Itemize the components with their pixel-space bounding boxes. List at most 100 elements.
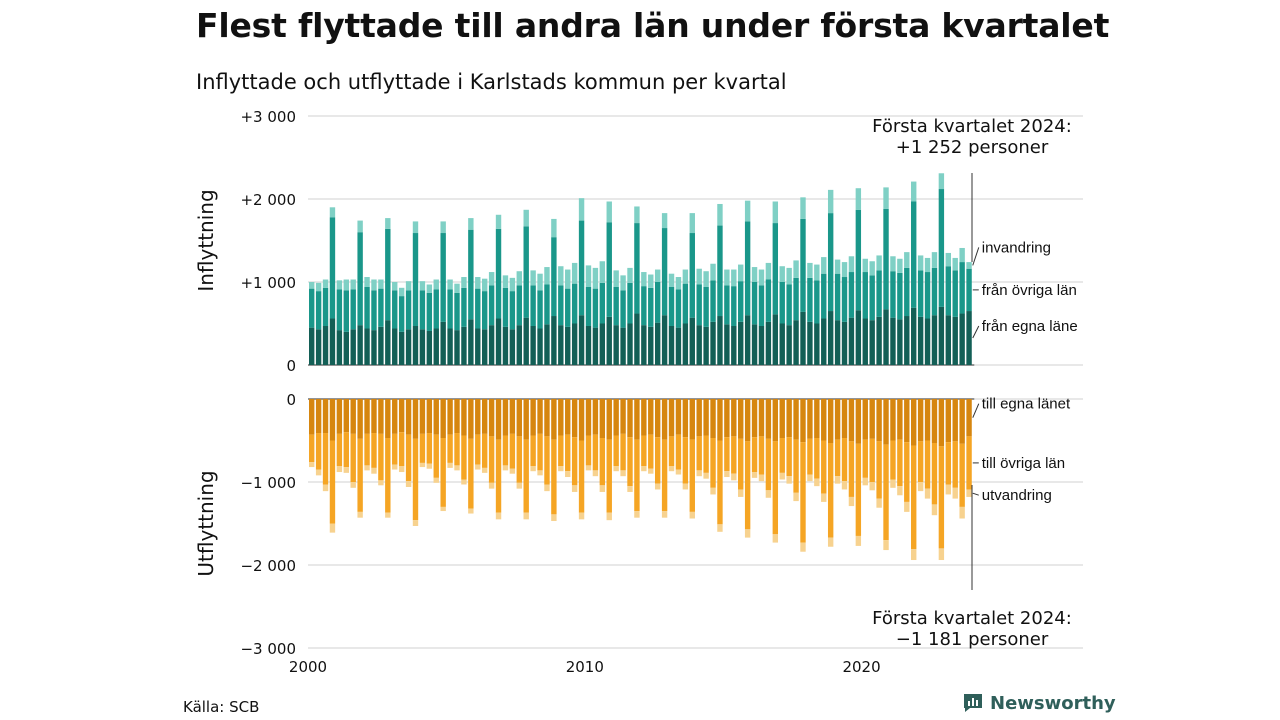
bar-utflyttning-out_own <box>620 399 626 434</box>
bar-inflyttning-in_other <box>897 272 903 320</box>
bar-inflyttning-in_abroad <box>357 220 363 233</box>
bar-inflyttning-in_abroad <box>378 279 384 289</box>
bar-inflyttning-in_own <box>751 324 758 365</box>
bar-inflyttning-in_own <box>710 321 716 365</box>
bar-inflyttning-in_own <box>689 317 695 365</box>
bar-inflyttning-in_abroad <box>862 258 868 273</box>
bar-inflyttning-in_own <box>426 330 433 365</box>
bar-inflyttning-in_own <box>738 321 744 365</box>
bar-inflyttning-in_other <box>731 286 737 326</box>
bar-utflyttning-out_other <box>558 435 564 467</box>
bar-inflyttning-in_abroad <box>682 269 689 284</box>
bar-utflyttning-out_abroad <box>952 487 958 499</box>
bar-inflyttning-in_abroad <box>634 206 640 224</box>
legend-leader-out_own <box>972 403 980 418</box>
bar-utflyttning-out_abroad <box>793 492 799 502</box>
bar-inflyttning-in_abroad <box>710 263 716 281</box>
bar-utflyttning-out_own <box>661 399 668 440</box>
bar-utflyttning-out_own <box>931 399 938 443</box>
bar-utflyttning-out_other <box>357 438 363 512</box>
bar-utflyttning-out_other <box>606 439 612 513</box>
bar-utflyttning-out_own <box>551 399 557 440</box>
bar-inflyttning-in_abroad <box>931 252 938 268</box>
bar-utflyttning-out_abroad <box>627 486 633 492</box>
bar-utflyttning-out_own <box>433 399 439 435</box>
bar-inflyttning-in_own <box>966 311 972 365</box>
bar-utflyttning-out_other <box>751 437 758 473</box>
bar-inflyttning-in_other <box>959 262 965 314</box>
bar-utflyttning-out_other <box>924 440 931 489</box>
bar-utflyttning-out_other <box>793 439 799 493</box>
bar-inflyttning-in_abroad <box>807 262 813 278</box>
bar-utflyttning-out_own <box>917 399 924 442</box>
bar-utflyttning-out_own <box>862 399 868 440</box>
bar-inflyttning-in_other <box>917 270 924 317</box>
bar-inflyttning-in_abroad <box>772 201 779 224</box>
bar-inflyttning-in_abroad <box>481 278 488 292</box>
bar-inflyttning-in_abroad <box>350 279 356 290</box>
bar-utflyttning-out_other <box>592 434 599 471</box>
bar-inflyttning-in_abroad <box>876 255 882 271</box>
bar-utflyttning-out_own <box>606 399 612 440</box>
bar-utflyttning-out_other <box>488 436 495 483</box>
chart-area: 0 +1 000 +2 000 +3 000 Inflyttning 0 −1 000 −2 … <box>194 108 1083 676</box>
bar-inflyttning-in_abroad <box>495 214 502 229</box>
bar-inflyttning-in_own <box>620 327 626 365</box>
bar-utflyttning-out_other <box>772 441 779 535</box>
legend-label-out_other: till övriga län <box>982 455 1065 472</box>
bar-utflyttning-out_own <box>447 399 453 435</box>
y-tick-label-utflyttning: 0 <box>286 391 296 409</box>
bar-inflyttning-in_own <box>724 324 730 365</box>
bar-inflyttning-in_own <box>558 325 564 365</box>
bar-inflyttning-in_abroad <box>834 259 841 274</box>
bar-inflyttning-in_own <box>876 316 882 365</box>
bar-utflyttning-out_abroad <box>454 465 460 471</box>
y-tick-label-inflyttning: +3 000 <box>240 108 296 126</box>
bar-utflyttning-out_abroad <box>620 470 626 477</box>
bar-inflyttning-in_own <box>883 309 889 365</box>
bar-utflyttning-out_own <box>592 399 599 435</box>
bar-inflyttning-in_abroad <box>911 181 917 202</box>
bar-inflyttning-in_other <box>641 286 647 326</box>
bar-inflyttning-in_abroad <box>821 257 827 274</box>
bar-utflyttning-out_other <box>654 437 661 484</box>
bar-inflyttning-in_own <box>371 330 377 365</box>
bar-inflyttning-in_other <box>378 288 384 327</box>
bar-utflyttning-out_other <box>765 438 772 491</box>
bar-utflyttning-out_own <box>565 399 571 435</box>
bar-inflyttning-in_other <box>814 280 820 324</box>
bar-inflyttning-in_other <box>758 285 765 326</box>
bar-utflyttning-out_own <box>309 399 315 435</box>
bar-inflyttning-in_own <box>641 325 647 365</box>
bar-utflyttning-out_own <box>537 399 543 434</box>
bar-inflyttning-in_own <box>959 313 965 365</box>
bar-utflyttning-out_own <box>641 399 647 436</box>
bar-utflyttning-out_abroad <box>848 496 855 507</box>
bar-inflyttning-in_abroad <box>620 275 626 291</box>
brand-logo[interactable]: Newsworthy <box>962 692 1116 714</box>
bar-inflyttning-in_own <box>350 329 356 365</box>
bar-utflyttning-out_own <box>488 399 495 437</box>
bar-utflyttning-out_own <box>654 399 661 438</box>
bar-utflyttning-out_abroad <box>751 472 758 478</box>
bar-inflyttning-in_other <box>620 290 626 328</box>
bar-inflyttning-in_other <box>724 285 730 325</box>
bar-utflyttning-out_abroad <box>661 511 668 518</box>
bar-utflyttning-out_other <box>419 433 426 463</box>
bar-inflyttning-in_abroad <box>371 279 377 291</box>
bar-inflyttning-in_other <box>869 275 875 321</box>
bar-inflyttning-in_own <box>502 326 509 365</box>
bar-utflyttning-out_own <box>731 399 737 437</box>
bar-utflyttning-out_abroad <box>883 540 889 551</box>
bar-utflyttning-out_other <box>689 439 695 512</box>
bar-utflyttning-out_abroad <box>357 511 363 518</box>
bar-utflyttning-out_own <box>952 399 958 442</box>
bar-inflyttning-in_abroad <box>703 271 709 287</box>
bar-inflyttning-in_other <box>717 225 723 317</box>
bar-inflyttning-in_other <box>786 284 792 326</box>
annotation-utflyttning-line: Första kvartalet 2024: <box>872 608 1072 629</box>
annotation-inflyttning-line: +1 252 personer <box>896 137 1049 158</box>
bar-inflyttning-in_own <box>385 320 391 365</box>
bar-utflyttning-out_own <box>966 399 972 437</box>
bar-inflyttning-in_own <box>648 326 654 365</box>
